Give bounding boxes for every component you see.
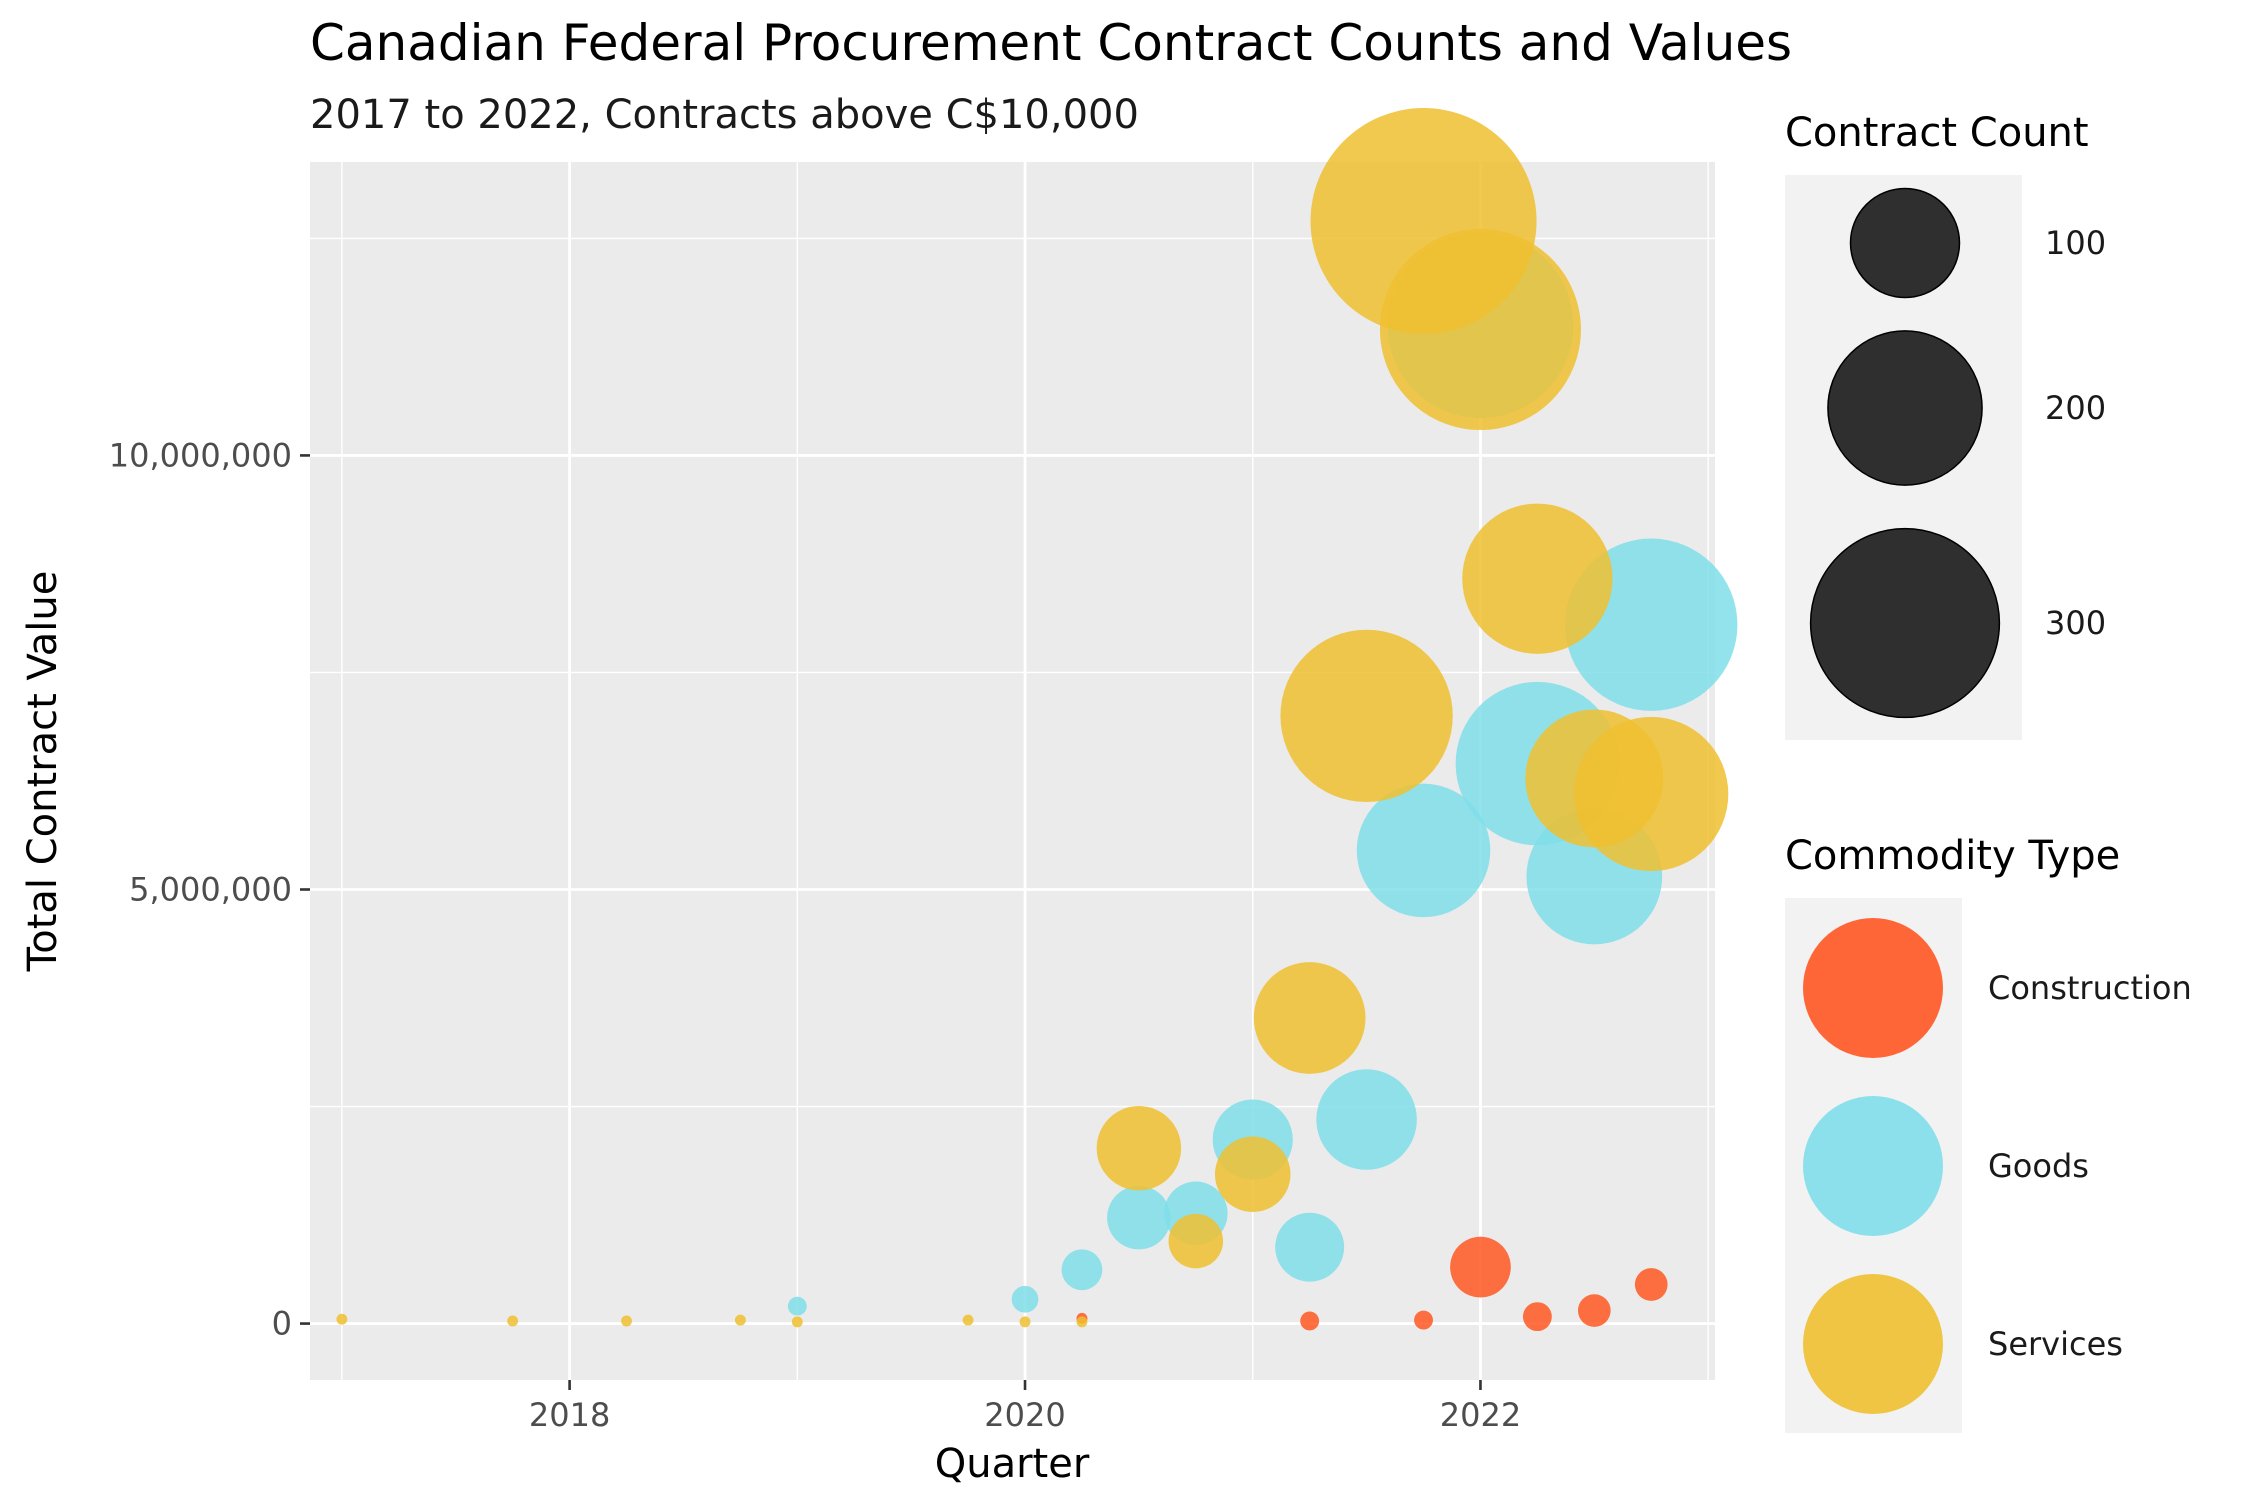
goods-point <box>1275 1212 1345 1282</box>
services-point <box>621 1315 632 1327</box>
goods-legend-key <box>1803 1096 1943 1236</box>
color-legend-keys: Construction Goods Services <box>1803 918 2192 1414</box>
services-point <box>1280 629 1453 803</box>
x-tick-label: 2020 <box>984 1396 1065 1434</box>
services-point <box>734 1314 746 1326</box>
services-point <box>791 1316 803 1328</box>
services-point <box>1096 1105 1182 1191</box>
points-layer <box>336 108 1738 1332</box>
size-legend-title: Contract Count <box>1785 110 2089 156</box>
construction-point <box>1414 1310 1433 1330</box>
construction-point <box>1634 1268 1668 1301</box>
size-legend-label: 100 <box>2045 224 2106 262</box>
chart-title: Canadian Federal Procurement Contract Co… <box>310 14 1792 72</box>
construction-point <box>1522 1302 1552 1332</box>
size-legend: Contract Count 100 200 300 <box>1785 110 2106 740</box>
x-tick-label: 2018 <box>529 1396 610 1434</box>
size-legend-key <box>1849 187 1961 299</box>
size-legend-key <box>1827 330 1983 486</box>
color-legend-title: Commodity Type <box>1785 833 2120 879</box>
construction-point <box>1450 1236 1511 1298</box>
services-point <box>336 1313 348 1325</box>
services-point <box>1379 229 1581 431</box>
plot-panel <box>310 108 1738 1380</box>
construction-legend-key <box>1803 918 1943 1058</box>
construction-point <box>1577 1294 1611 1327</box>
size-legend-key <box>1809 527 2001 719</box>
size-legend-keys: 100 200 300 <box>1809 187 2106 719</box>
construction-point <box>1300 1311 1320 1331</box>
size-legend-label: 200 <box>2045 389 2106 427</box>
y-tick-label: 5,000,000 <box>129 871 292 909</box>
goods-point <box>1061 1249 1103 1291</box>
color-legend-label: Goods <box>1988 1147 2089 1185</box>
y-tick-label: 10,000,000 <box>109 436 292 474</box>
services-point <box>1574 716 1729 872</box>
goods-point <box>787 1296 807 1316</box>
goods-point <box>1316 1069 1417 1170</box>
color-legend-label: Services <box>1988 1325 2123 1363</box>
services-point <box>962 1314 974 1326</box>
x-tick-label: 2022 <box>1440 1396 1521 1434</box>
goods-point <box>1011 1285 1039 1313</box>
services-point <box>1076 1316 1088 1328</box>
color-legend-label: Construction <box>1988 969 2192 1007</box>
services-point <box>1214 1136 1291 1213</box>
services-legend-key <box>1803 1274 1943 1414</box>
services-point <box>1019 1316 1031 1328</box>
y-tick-label: 0 <box>272 1305 292 1343</box>
goods-point <box>1356 783 1491 918</box>
services-point <box>1253 962 1366 1074</box>
x-axis-title: Quarter <box>935 1441 1090 1487</box>
axes-layer: 2018 2020 2022 0 5,000,000 10,000,000 <box>109 436 1521 1434</box>
size-legend-label: 300 <box>2045 604 2106 642</box>
services-point <box>507 1315 519 1327</box>
services-point <box>1462 503 1613 654</box>
services-point <box>1168 1213 1224 1269</box>
goods-point <box>1107 1185 1171 1250</box>
color-legend: Commodity Type Construction Goods Services <box>1785 833 2192 1433</box>
y-axis-title: Total Contract Value <box>20 571 66 973</box>
chart-subtitle: 2017 to 2022, Contracts above C$10,000 <box>310 92 1139 138</box>
